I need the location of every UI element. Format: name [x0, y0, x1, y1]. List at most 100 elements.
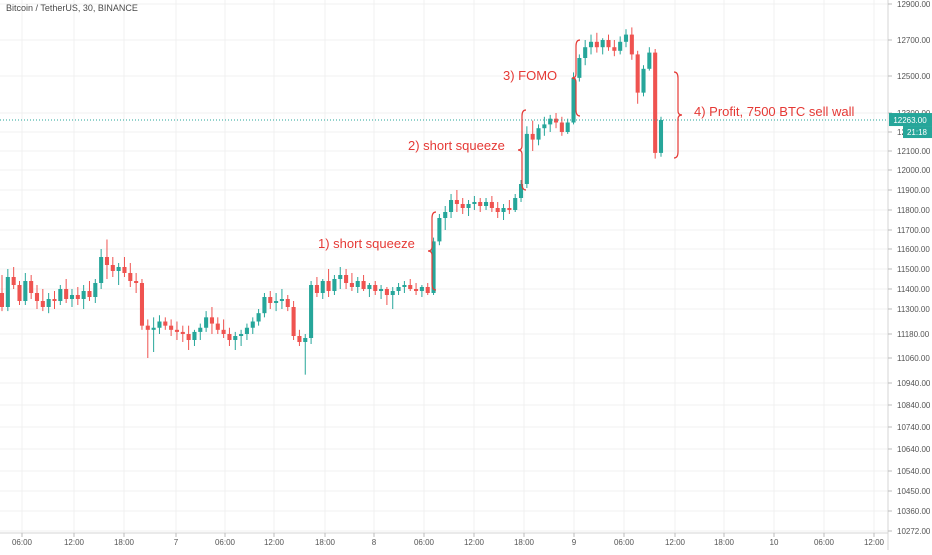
candle-body [227, 334, 232, 340]
candle-body [139, 283, 145, 326]
candle [180, 325, 185, 342]
time-tick-label: 06:00 [215, 538, 236, 547]
candle [244, 323, 249, 340]
candle-body [577, 58, 582, 78]
candle [23, 273, 28, 305]
candle [297, 329, 302, 346]
candle [484, 198, 489, 210]
candle [583, 40, 588, 66]
candle-body [0, 293, 5, 307]
candle-body [443, 212, 448, 218]
candle [87, 281, 92, 301]
candle [40, 289, 45, 312]
time-tick-label: 9 [572, 538, 577, 547]
candle [518, 180, 524, 202]
candle [384, 287, 389, 305]
price-tick-label: 11400.00 [897, 285, 930, 294]
annotation-label: 1) short squeeze [318, 236, 415, 251]
time-axis[interactable]: 06:00 12:00 18:00 7 06:00 12:00 18:00 8 06:00 12:… [12, 533, 885, 547]
candle-body [565, 122, 570, 132]
candle-body [588, 41, 594, 48]
candle-body [81, 291, 86, 299]
candle [647, 47, 652, 71]
time-tick-label: 10 [770, 538, 779, 547]
candle-body [414, 289, 419, 291]
candle [524, 126, 529, 188]
candle-body [349, 283, 354, 287]
price-tick-label: 11800.00 [897, 206, 930, 215]
candle-body [390, 291, 395, 295]
candle-body [367, 285, 372, 289]
candle-body [524, 133, 529, 184]
candle-body [338, 275, 343, 279]
candle [250, 317, 255, 334]
candle [367, 283, 372, 297]
candle [309, 281, 314, 344]
candle-body [46, 299, 51, 307]
candle-body [454, 200, 459, 204]
candle [151, 317, 156, 352]
grid [0, 0, 888, 533]
candle-body [384, 289, 389, 295]
annotation-brace-3 [571, 39, 581, 117]
candle [577, 54, 582, 82]
candle-body [606, 40, 611, 48]
candle [139, 279, 145, 330]
candle [507, 200, 512, 214]
candle [629, 27, 634, 60]
candle-body [571, 77, 576, 123]
candle [332, 275, 337, 295]
candle [402, 281, 407, 293]
price-tick-label: 10360.00 [897, 507, 931, 516]
time-tick-label: 06:00 [414, 538, 435, 547]
price-tick-label: 11060.00 [897, 354, 930, 363]
candle-body [618, 41, 623, 51]
candle-body [29, 281, 34, 293]
candle [419, 285, 424, 297]
candle-body [122, 267, 127, 273]
last-price-badge [889, 113, 932, 127]
candle [326, 269, 331, 297]
candle [285, 295, 290, 312]
candle [174, 321, 179, 340]
candle-body [402, 285, 407, 287]
candle-body [489, 202, 494, 208]
candle-body [530, 133, 535, 140]
candle [349, 273, 354, 291]
candle [542, 116, 547, 136]
candle [658, 116, 664, 157]
candle-body [291, 307, 296, 336]
candle [472, 196, 477, 210]
candle-body [326, 281, 331, 291]
price-tick-label: 11500.00 [897, 265, 930, 274]
candle-body [110, 265, 115, 271]
candle [600, 38, 605, 55]
candle-body [507, 208, 512, 210]
candle [653, 49, 658, 159]
candle [431, 237, 436, 295]
candle [623, 29, 629, 48]
candle-body [396, 287, 401, 291]
candle [274, 293, 279, 312]
time-tick-label: 8 [372, 538, 377, 547]
candle [303, 334, 308, 375]
candle [17, 281, 22, 305]
price-tick-label: 10640.00 [897, 445, 931, 454]
candle-body [653, 52, 658, 153]
candle-body [629, 34, 634, 55]
candle-body [559, 122, 564, 132]
candle-body [320, 281, 325, 293]
candle [110, 257, 115, 277]
symbol-title: Bitcoin / TetherUS, 30, BINANCE [6, 3, 138, 13]
time-tick-label: 7 [174, 538, 179, 547]
candle-body [303, 338, 308, 342]
candle [128, 263, 133, 287]
candle [104, 239, 110, 279]
candle-body [658, 120, 664, 153]
candle [355, 277, 360, 293]
candle-body [23, 281, 28, 301]
candle [75, 287, 80, 305]
candle [361, 275, 366, 291]
